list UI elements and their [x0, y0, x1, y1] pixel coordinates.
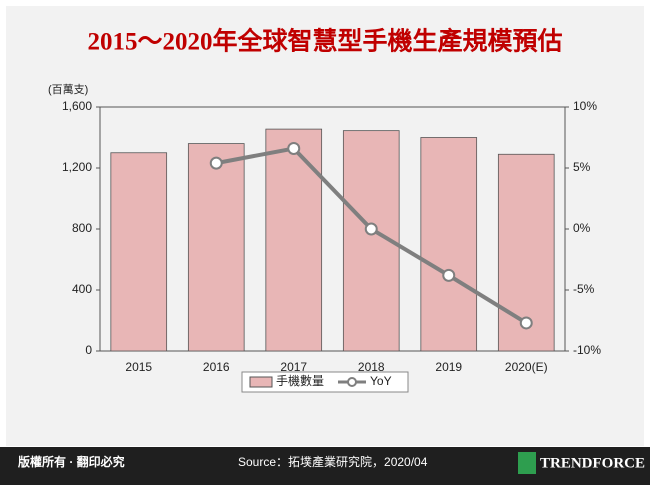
y2-tick-label: 5%: [573, 160, 591, 174]
y-tick-label: 1,600: [62, 99, 92, 113]
y2-tick-label: -10%: [573, 343, 601, 357]
x-tick-label: 2020(E): [505, 360, 548, 374]
y2-tick-label: -5%: [573, 282, 595, 296]
chart-title: 2015～2020年全球智慧型手機生產規模預估: [87, 27, 562, 56]
legend-box: [241, 371, 409, 393]
y-tick-label: 0: [85, 343, 92, 357]
legend-label: 手機數量: [276, 373, 324, 388]
y2-tick-label: 10%: [573, 99, 597, 113]
source: Source：拓墣產業研究院，2020/04: [238, 454, 428, 469]
yoy-marker: [364, 222, 378, 236]
yoy-marker: [287, 141, 301, 155]
x-tick-label: 2018: [358, 360, 385, 374]
bar: [420, 137, 478, 352]
y-axis-label: (百萬支): [48, 83, 88, 96]
x-tick-label: 2019: [435, 360, 462, 374]
x-tick-label: 2015: [125, 360, 152, 374]
bar: [110, 152, 168, 352]
x-tick-label: 2016: [203, 360, 230, 374]
footer-bar: [0, 447, 650, 485]
yoy-marker: [519, 316, 533, 330]
legend-swatch: [249, 376, 273, 388]
bar: [265, 128, 323, 352]
x-tick-label: 2017: [280, 360, 307, 374]
y-tick-label: 1,200: [62, 160, 92, 174]
brand: TRENDFORCE: [540, 455, 645, 471]
copyright: 版權所有 · 翻印必究: [18, 454, 125, 469]
y-tick-label: 800: [72, 221, 92, 235]
yoy-marker: [209, 156, 223, 170]
yoy-marker: [442, 268, 456, 282]
bar: [187, 143, 245, 352]
legend-label: YoY: [370, 374, 392, 388]
legend-marker: [347, 377, 357, 387]
y-tick-label: 400: [72, 282, 92, 296]
y2-tick-label: 0%: [573, 221, 591, 235]
logo-icon: [518, 452, 536, 474]
